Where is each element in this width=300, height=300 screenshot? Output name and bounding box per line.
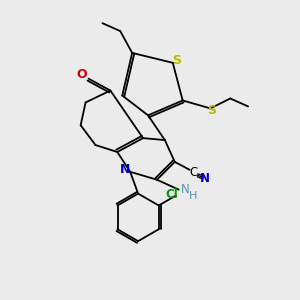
Text: N: N	[200, 172, 209, 185]
Text: S: S	[207, 104, 216, 117]
Text: N: N	[181, 183, 190, 196]
Text: N: N	[120, 163, 130, 176]
Text: C: C	[190, 166, 198, 179]
Text: S: S	[172, 54, 181, 67]
Text: Cl: Cl	[166, 188, 178, 201]
Text: O: O	[76, 68, 87, 81]
Text: H: H	[188, 190, 197, 201]
